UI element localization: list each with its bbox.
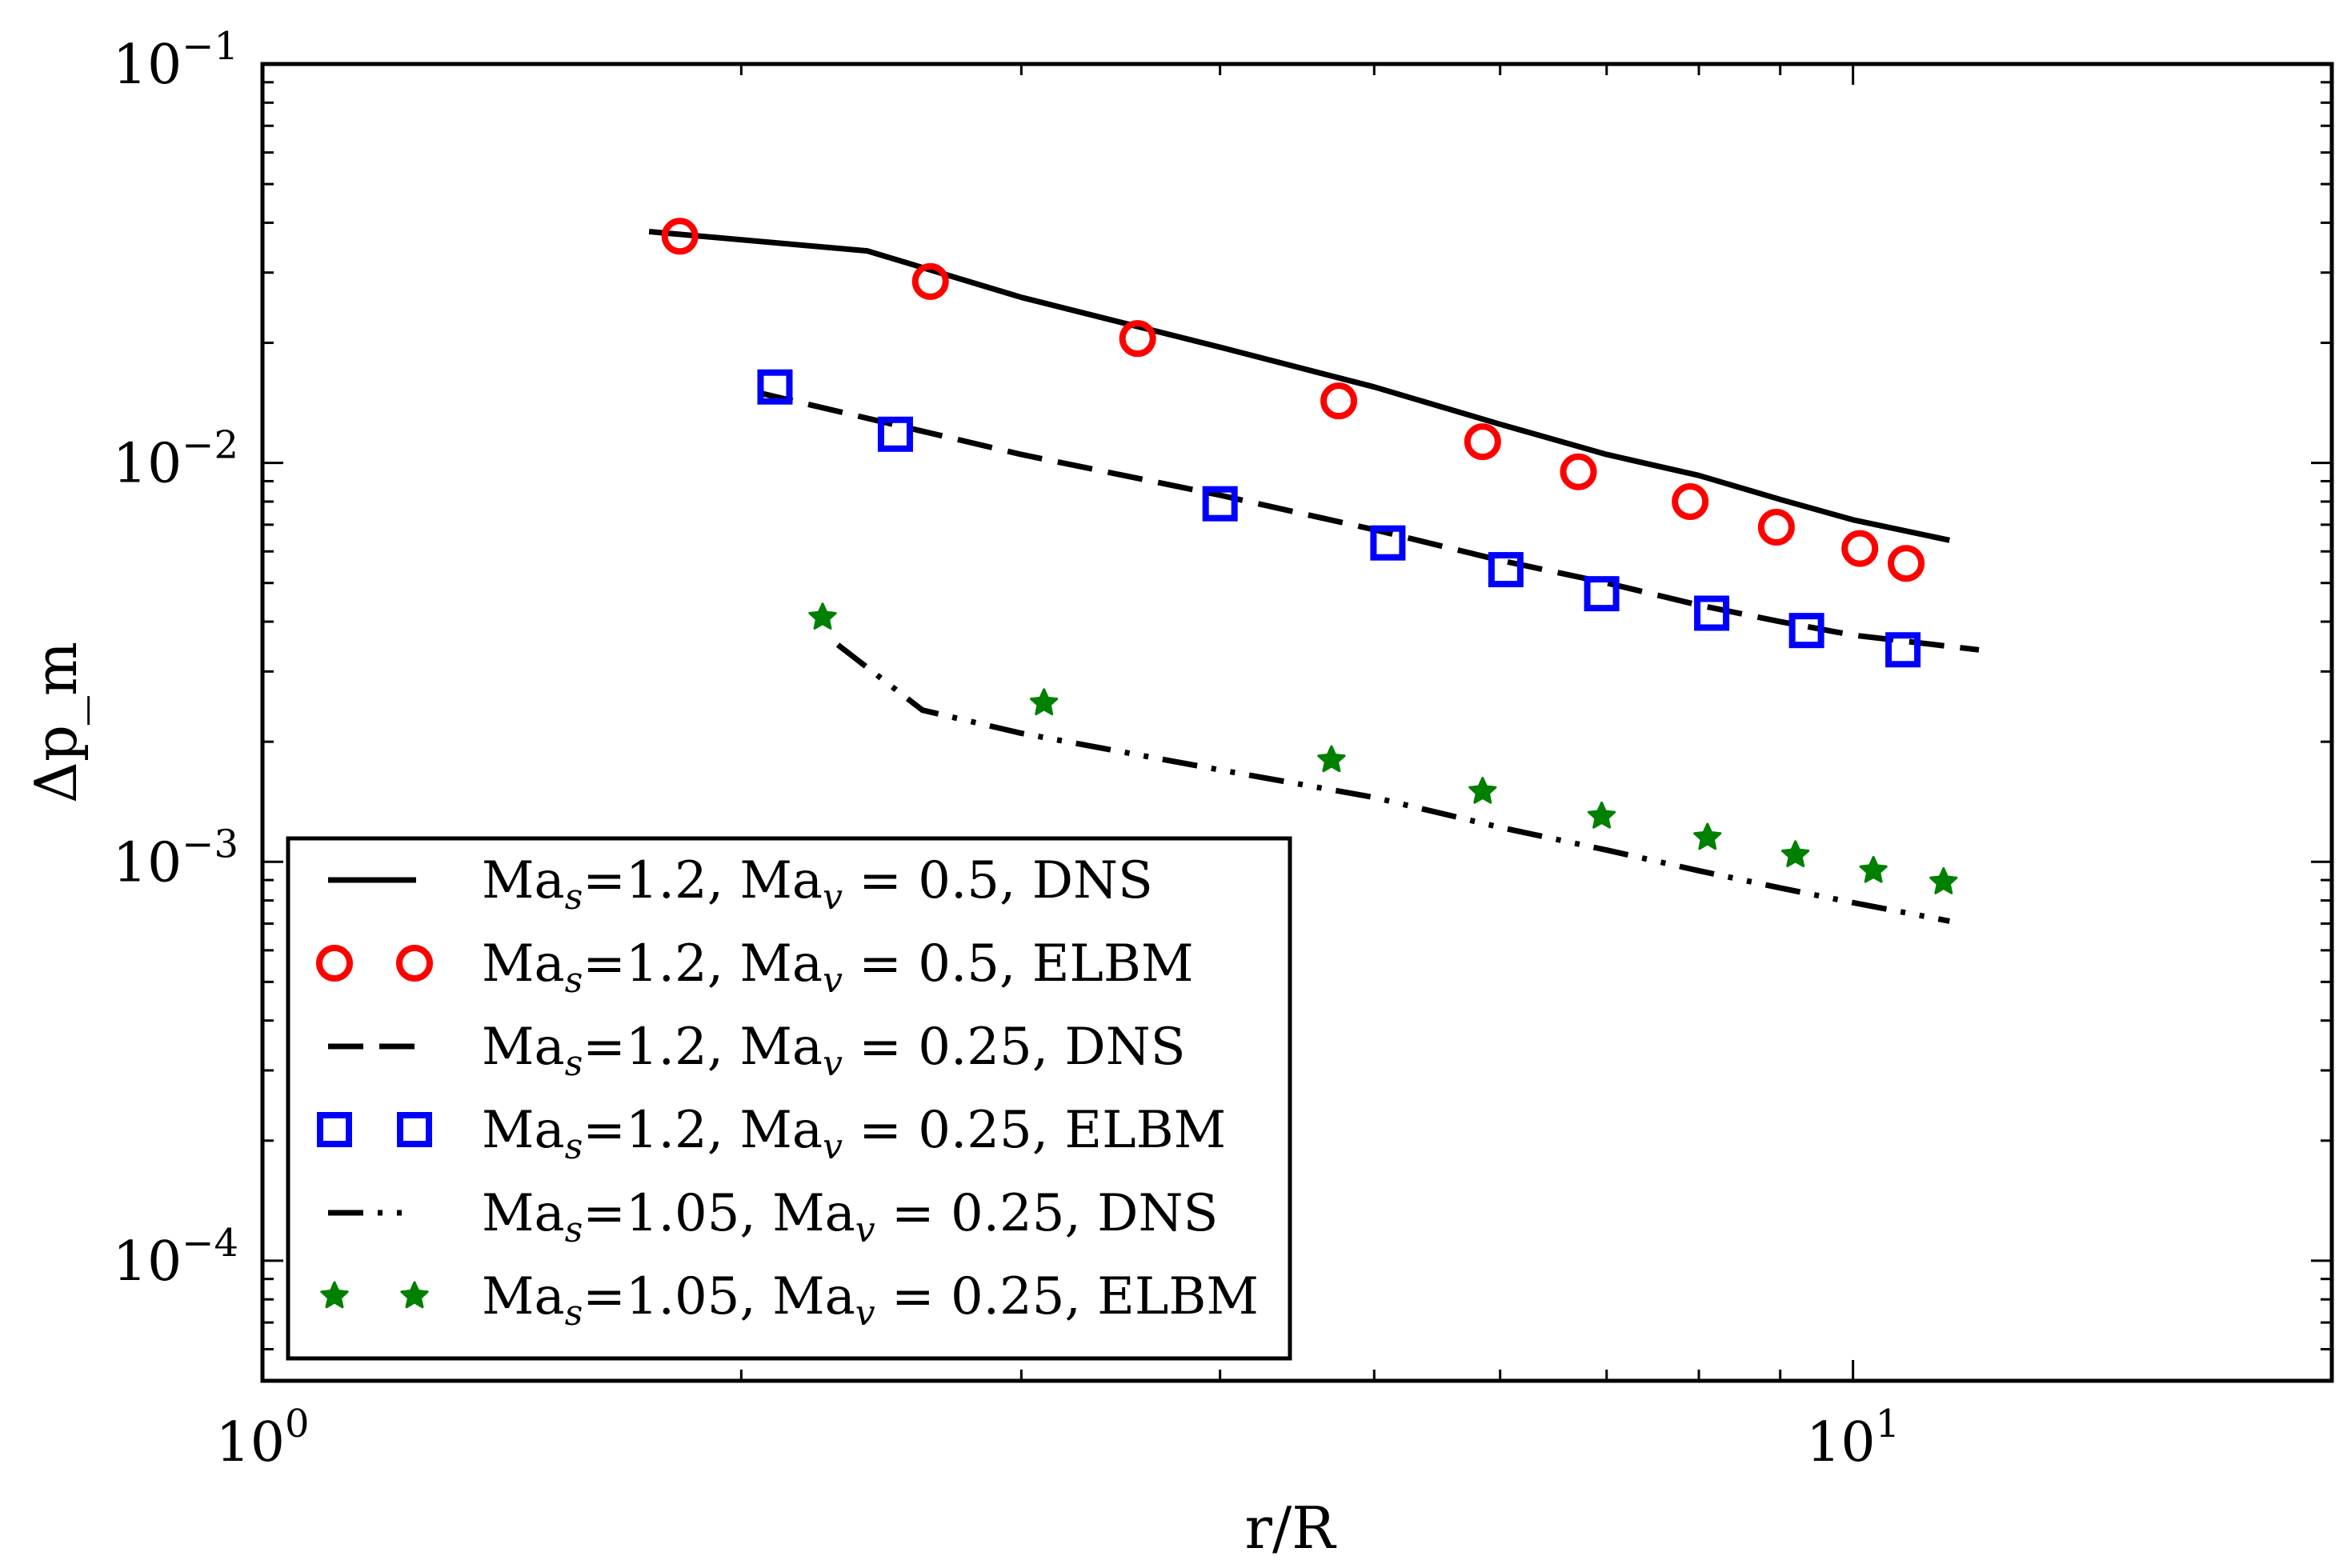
legend-marker-swatch	[316, 945, 353, 982]
data-point	[661, 218, 699, 255]
data-point	[1202, 486, 1238, 522]
axis-tick-labels: 100 101 10−4 10−3 10−2 10−1	[113, 24, 1900, 1474]
legend-marker-swatch	[396, 945, 433, 982]
data-point	[1030, 688, 1059, 716]
legend-label: Mas=1.05, Mav = 0.25, DNS	[482, 1184, 1218, 1250]
series-4	[757, 369, 1921, 668]
data-point	[1587, 801, 1616, 829]
legend: Mas=1.2, Mav = 0.5, DNS Mas=1.2, Mav = 0.…	[286, 836, 1292, 1361]
axis-ticks	[261, 62, 2333, 1382]
y-tick-label: 10−2	[113, 423, 238, 496]
legend-marker-swatch	[397, 1112, 432, 1147]
data-point	[1693, 822, 1722, 850]
legend-label: Mas=1.2, Mav = 0.25, DNS	[482, 1018, 1186, 1084]
legend-item: Mas=1.2, Mav = 0.25, ELBM	[317, 1101, 1226, 1167]
x-axis-label: r/R	[1245, 1494, 1337, 1562]
x-tick-label: 100	[215, 1402, 309, 1474]
legend-item: Mas=1.05, Mav = 0.25, DNS	[328, 1184, 1218, 1250]
data-point	[1370, 525, 1406, 561]
data-point	[1468, 777, 1497, 804]
series-1	[648, 229, 1951, 543]
legend-label: Mas=1.2, Mav = 0.5, ELBM	[482, 934, 1193, 1001]
legend-box	[286, 836, 1292, 1361]
data-point	[1317, 745, 1346, 773]
data-point	[1584, 576, 1620, 612]
data-point	[1841, 530, 1879, 567]
data-point	[1560, 453, 1597, 490]
data-point	[1888, 545, 1925, 582]
data-point	[1757, 508, 1795, 546]
series-layer	[648, 218, 1980, 924]
y-tick-label: 10−1	[113, 24, 238, 97]
y-axis-label: Δp_m	[22, 642, 90, 803]
x-tick-label: 101	[1806, 1402, 1900, 1474]
data-point	[1788, 613, 1824, 649]
legend-label: Mas=1.05, Mav = 0.25, ELBM	[482, 1267, 1259, 1334]
legend-label: Mas=1.2, Mav = 0.25, ELBM	[482, 1101, 1226, 1167]
series-line	[648, 229, 1951, 543]
series-6	[808, 602, 1958, 894]
data-point	[1119, 320, 1156, 358]
legend-item: Mas=1.05, Mav = 0.25, ELBM	[320, 1267, 1259, 1334]
y-tick-label: 10−3	[113, 822, 238, 894]
legend-item: Mas=1.2, Mav = 0.5, ELBM	[316, 934, 1193, 1001]
data-point	[1488, 552, 1524, 588]
data-point	[1320, 382, 1358, 420]
data-point	[757, 369, 793, 405]
y-tick-label: 10−4	[113, 1221, 238, 1294]
data-point	[1694, 595, 1730, 631]
legend-items: Mas=1.2, Mav = 0.5, DNS Mas=1.2, Mav = 0.…	[316, 851, 1259, 1334]
data-point	[1464, 423, 1501, 461]
plot-frame	[260, 62, 2334, 1383]
data-point	[808, 602, 837, 630]
data-point	[911, 262, 949, 300]
data-point	[1885, 632, 1921, 668]
legend-marker-swatch	[400, 1281, 429, 1309]
data-point	[1929, 867, 1958, 894]
legend-item: Mas=1.2, Mav = 0.25, DNS	[328, 1018, 1186, 1084]
data-point	[877, 416, 913, 452]
legend-label: Mas=1.2, Mav = 0.5, DNS	[482, 851, 1153, 918]
legend-marker-swatch	[317, 1112, 352, 1147]
data-point	[1781, 840, 1810, 867]
series-line	[757, 390, 1980, 653]
data-point	[1672, 482, 1709, 520]
data-point	[1859, 855, 1888, 883]
series-3	[757, 390, 1980, 653]
legend-item: Mas=1.2, Mav = 0.5, DNS	[328, 851, 1153, 918]
legend-marker-swatch	[320, 1281, 349, 1309]
series-2	[661, 218, 1925, 582]
